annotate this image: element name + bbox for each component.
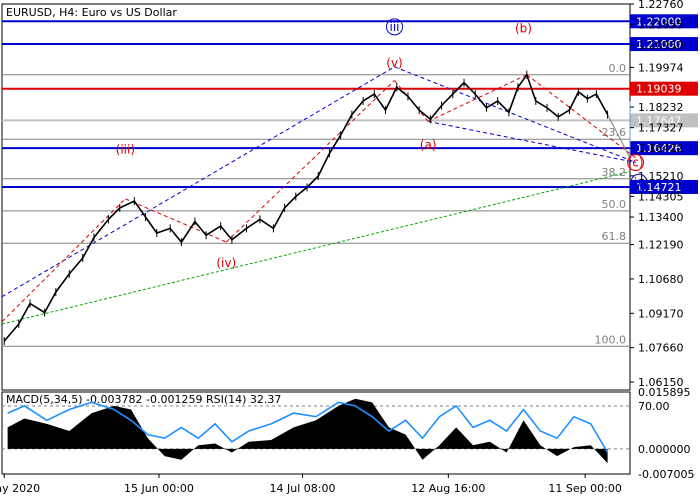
wave-line [225,80,395,243]
fib-level-label: 38.2 [602,166,627,179]
y-tick-label: 1.09170 [638,307,684,320]
fib-level-label: 23.6 [602,126,627,139]
wave-label: iv [634,175,644,189]
wave-label: (c) [628,156,644,170]
projection-line [607,114,631,159]
indicator-tick-label: 0.015895 [638,386,691,399]
fib-level-label: 50.0 [602,198,627,211]
price-pane-frame [1,3,631,391]
price-level-tag [630,81,698,96]
wave-label-circle [630,173,648,191]
indicator-label: MACD(5,34,5) -0.003782 -0.001259 RSI(14)… [6,393,281,406]
price-level-value: 1.17647 [636,114,682,127]
indicator-tick-label: 70.00 [638,400,670,413]
price-level-tag [630,14,698,29]
y-tick-label: 1.19974 [638,61,684,74]
price-level-tag [630,141,698,156]
fib-level-label: 100.0 [595,333,627,346]
wave-label: iii [389,20,399,34]
channel-line-upper [1,66,395,298]
price-level-value: 1.19039 [636,83,682,96]
wave-line [125,198,227,243]
wave-line [1,198,126,323]
wave-label: (a) [420,138,437,152]
wave-label: (iv) [216,256,236,270]
channel-line-upper-2 [394,66,636,163]
macd-histogram [7,398,608,464]
trend-line-green [1,171,631,325]
indicator-tick-label: -0.007005 [638,468,694,481]
price-level-value: 1.22000 [636,15,682,28]
y-tick-label: 1.14305 [638,190,684,203]
indicator-tick-label: 0.000000 [638,443,691,456]
y-tick-label: 1.18232 [638,101,684,114]
x-tick-label: 12 Aug 16:00 [411,482,485,495]
channel-line-lower [428,120,636,163]
y-tick-label: 1.06150 [638,376,684,389]
wave-label: (b) [515,22,532,36]
fib-level-label: 61.8 [602,230,627,243]
wave-label: (iii) [116,142,135,156]
price-level-value: 1.16426 [636,142,682,155]
x-tick-label: 11 Sep 00:00 [548,482,621,495]
x-tick-label: 14 May 2020 [0,482,40,495]
price-level-value: 1.21000 [636,38,682,51]
price-level-tag [630,37,698,52]
wave-line [394,80,429,122]
wave-label-circle [627,154,645,172]
x-tick-label: 15 Jun 00:00 [124,482,194,495]
y-tick-label: 1.16422 [638,142,684,155]
wave-label: (v) [386,56,402,70]
price-level-tag [630,113,698,128]
chart-header: EURUSD, H4: Euro vs US Dollar [6,6,177,19]
rsi-line [7,401,609,453]
fib-level-label: 0.0 [609,62,627,75]
wave-line [526,74,636,159]
y-tick-label: 1.22760 [638,0,684,11]
y-tick-label: 1.07660 [638,342,684,355]
y-tick-label: 1.13400 [638,211,684,224]
y-tick-label: 1.17327 [638,122,684,135]
y-tick-label: 1.20950 [638,39,684,52]
price-level-value: 1.14721 [636,181,682,194]
y-tick-label: 1.12190 [638,239,684,252]
wave-label-circle [386,18,403,36]
indicator-pane-frame [1,391,631,475]
y-tick-label: 1.10680 [638,273,684,286]
y-tick-label: 1.21855 [638,19,684,32]
y-tick-label: 1.15210 [638,170,684,183]
x-tick-label: 14 Jul 08:00 [270,482,336,495]
